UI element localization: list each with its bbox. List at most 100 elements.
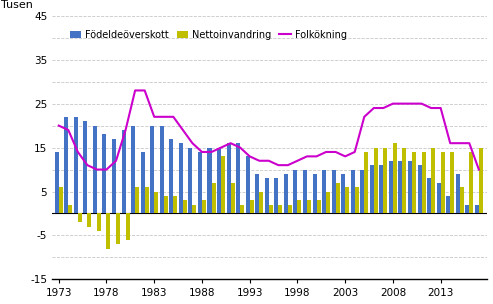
Folkökni ng [199, 150, 205, 154]
Bar [431, 147, 435, 213]
Folkökni ng [256, 159, 262, 163]
Bar [360, 170, 364, 213]
Folkökni ng [237, 146, 243, 149]
Bar [106, 213, 110, 249]
Bar [122, 130, 126, 213]
Bar [293, 170, 297, 213]
Folkökni ng [228, 141, 234, 145]
Folkökni ng [171, 115, 176, 119]
Bar [265, 178, 269, 213]
Folkökni ng [333, 150, 339, 154]
Bar [412, 152, 416, 213]
Bar [131, 126, 135, 213]
Bar [116, 213, 120, 244]
Folkökni ng [209, 150, 214, 154]
Bar [351, 170, 355, 213]
Folkökni ng [94, 168, 100, 171]
Bar [393, 143, 397, 213]
Bar [389, 161, 393, 213]
Folkökni ng [151, 115, 157, 119]
Bar [83, 121, 87, 213]
Folkökni ng [304, 154, 310, 158]
Folkökni ng [361, 115, 367, 119]
Bar [370, 165, 374, 213]
Bar [355, 187, 359, 213]
Folkökni ng [352, 150, 358, 154]
Bar [446, 196, 450, 213]
Bar [307, 200, 311, 213]
Bar [164, 196, 168, 213]
Bar [198, 152, 202, 213]
Bar [236, 143, 240, 213]
Folkökni ng [75, 150, 81, 154]
Folkökni ng [428, 106, 434, 110]
Folkökni ng [66, 128, 71, 132]
Bar [379, 165, 384, 213]
Bar [154, 192, 158, 213]
Bar [322, 170, 326, 213]
Bar [408, 161, 412, 213]
Bar [179, 143, 183, 213]
Bar [64, 117, 69, 213]
Bar [69, 205, 72, 213]
Bar [208, 147, 211, 213]
Bar [427, 178, 431, 213]
Bar [326, 192, 330, 213]
Bar [211, 183, 215, 213]
Bar [112, 139, 116, 213]
Bar [150, 126, 154, 213]
Bar [475, 205, 479, 213]
Bar [422, 152, 425, 213]
Bar [460, 187, 464, 213]
Legend: Födeldeöverskott, Nettoinvandring, Folkökning: Födeldeöverskott, Nettoinvandring, Folkö… [66, 26, 351, 44]
Bar [227, 143, 231, 213]
Bar [374, 147, 378, 213]
Bar [240, 205, 244, 213]
Bar [284, 174, 288, 213]
Folkökni ng [447, 141, 453, 145]
Bar [160, 126, 164, 213]
Folkökni ng [457, 141, 463, 145]
Bar [135, 187, 139, 213]
Folkökni ng [123, 128, 129, 132]
Bar [441, 152, 445, 213]
Bar [269, 205, 273, 213]
Bar [398, 161, 402, 213]
Folkökni ng [419, 102, 424, 105]
Bar [249, 200, 254, 213]
Bar [341, 174, 345, 213]
Bar [103, 134, 106, 213]
Bar [126, 213, 130, 240]
Folkökni ng [189, 141, 195, 145]
Folkökni ng [56, 124, 62, 127]
Bar [384, 147, 387, 213]
Bar [97, 213, 101, 231]
Bar [59, 187, 63, 213]
Bar [317, 200, 320, 213]
Folkökni ng [246, 154, 252, 158]
Folkökni ng [381, 106, 387, 110]
Bar [188, 147, 192, 213]
Bar [93, 126, 97, 213]
Y-axis label: Tusen: Tusen [1, 1, 33, 10]
Bar [255, 174, 259, 213]
Bar [202, 200, 206, 213]
Bar [479, 147, 483, 213]
Bar [345, 187, 349, 213]
Bar [141, 152, 144, 213]
Folkökni ng [113, 159, 119, 163]
Folkökni ng [132, 89, 138, 92]
Bar [297, 200, 301, 213]
Bar [465, 205, 469, 213]
Bar [221, 156, 225, 213]
Folkökni ng [466, 141, 472, 145]
Folkökni ng [285, 163, 291, 167]
Bar [169, 139, 174, 213]
Folkökni ng [180, 128, 186, 132]
Folkökni ng [371, 106, 377, 110]
Folkökni ng [104, 168, 109, 171]
Folkökni ng [390, 102, 396, 105]
Bar [437, 183, 441, 213]
Folkökni ng [266, 159, 272, 163]
Bar [144, 187, 149, 213]
